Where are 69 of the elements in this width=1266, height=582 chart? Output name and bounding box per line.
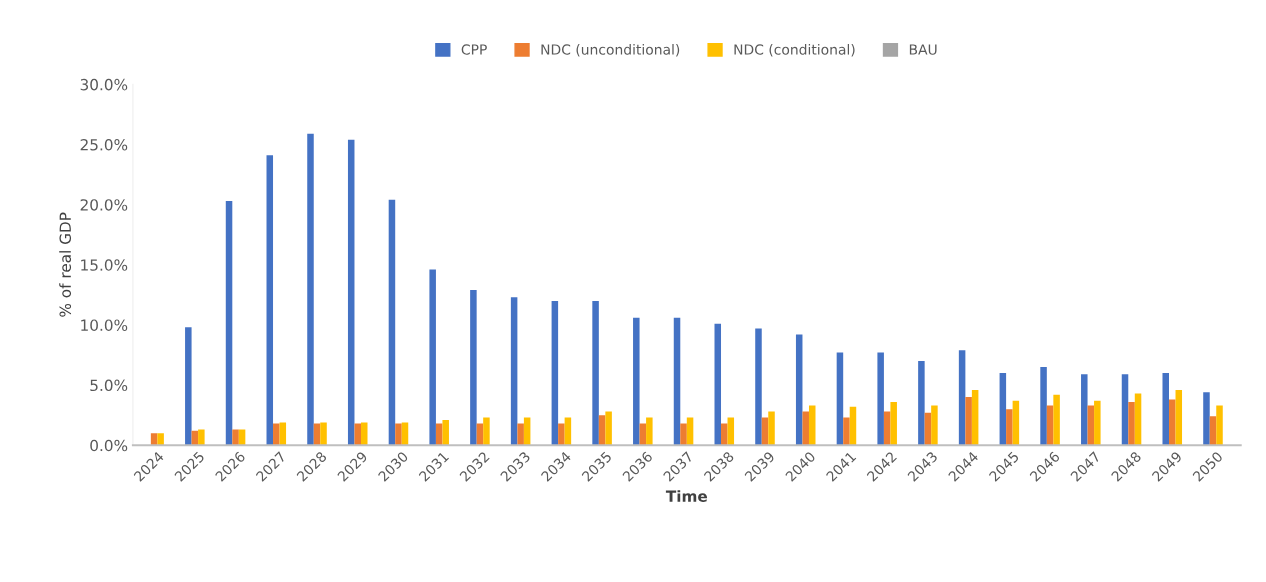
bar [157, 433, 164, 446]
bar [361, 422, 368, 446]
bar [510, 297, 518, 446]
bar [1053, 394, 1060, 446]
bar [307, 133, 314, 446]
y-tick-label: 20.0% [80, 199, 128, 211]
bar [1162, 373, 1169, 446]
bar [890, 401, 897, 446]
y-tick-label: 25.0% [80, 139, 128, 151]
bar [1169, 399, 1176, 446]
bar [395, 423, 402, 446]
bar [673, 317, 681, 446]
bar [273, 423, 280, 446]
bar [1128, 401, 1135, 446]
bar [958, 350, 966, 446]
bar [1081, 374, 1088, 446]
bar [768, 411, 775, 446]
bar [931, 405, 938, 446]
legend-label: NDC (conditional) [734, 44, 855, 57]
bar [633, 317, 640, 446]
bar [646, 417, 653, 446]
bar [232, 429, 239, 446]
bar [354, 423, 361, 446]
bar [470, 290, 477, 446]
bar [225, 201, 233, 446]
bar [185, 327, 192, 446]
bar [483, 417, 490, 446]
bar [388, 199, 396, 446]
y-tick-label: 10.0% [81, 319, 128, 331]
bar [836, 352, 844, 446]
bar [551, 300, 559, 446]
bar [1216, 405, 1223, 446]
bar [999, 373, 1007, 446]
bar [843, 417, 850, 446]
bar [795, 334, 803, 446]
bar [755, 328, 762, 446]
bar [320, 422, 327, 446]
bar [1175, 389, 1183, 446]
bar [721, 423, 728, 446]
bar [517, 423, 524, 446]
y-axis-title: % of real GDP [59, 212, 72, 317]
bar [877, 352, 884, 446]
bar [802, 411, 809, 446]
bar [266, 155, 274, 446]
bar [1203, 392, 1210, 446]
bar [714, 323, 722, 446]
bar [971, 389, 979, 446]
bar [1121, 374, 1129, 446]
x-axis-title: Time [665, 490, 708, 502]
bar [1040, 367, 1047, 446]
bar [605, 411, 612, 446]
bar [558, 423, 565, 446]
legend-label: CPP [461, 44, 487, 55]
legend-label: NDC (unconditional) [541, 44, 680, 57]
y-tick-label: 30.0% [80, 78, 128, 91]
bar [429, 269, 436, 446]
bar [1006, 409, 1013, 446]
bar [347, 139, 355, 446]
y-tick-label: 0.0% [90, 439, 128, 452]
bar [442, 419, 449, 446]
bar [1094, 400, 1101, 446]
y-tick-label: 5.0% [90, 379, 128, 392]
y-tick-label: 15.0% [81, 259, 128, 271]
bar [198, 429, 205, 446]
bar [592, 300, 599, 446]
legend-label: BAU [909, 44, 937, 55]
bar [680, 423, 687, 446]
bar [965, 397, 972, 446]
bar [918, 361, 925, 446]
